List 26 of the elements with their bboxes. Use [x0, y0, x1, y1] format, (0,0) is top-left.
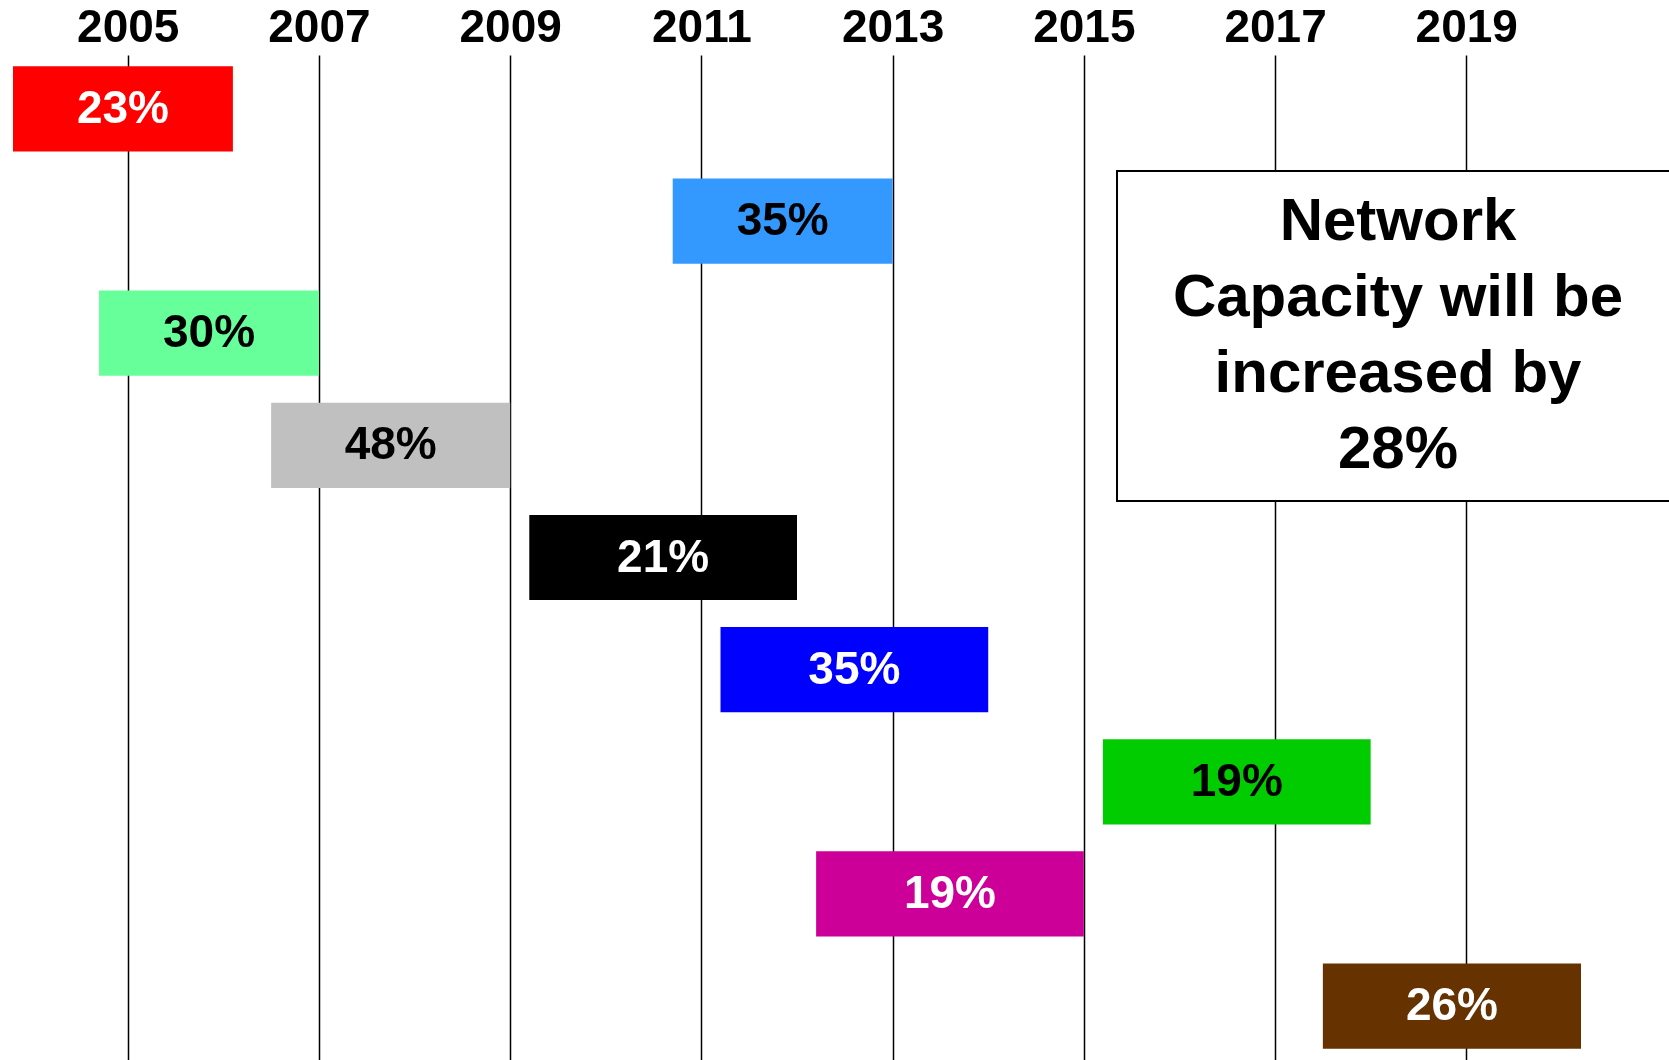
x-tick-label: 2015	[1033, 0, 1136, 52]
bar	[99, 290, 319, 376]
x-tick-label: 2005	[77, 0, 180, 52]
x-tick-label: 2011	[651, 0, 752, 52]
x-tick-label: 2017	[1224, 0, 1327, 52]
x-tick-label: 2009	[459, 0, 562, 52]
annotation: 23%	[76, 80, 169, 133]
bar	[816, 851, 1084, 937]
annotation: Network Capacity will be increased by 28%	[1172, 186, 1624, 481]
bar	[13, 66, 233, 152]
bar	[271, 402, 511, 488]
bar	[720, 627, 989, 713]
annotation: 19%	[1190, 753, 1283, 806]
annotation: 35%	[736, 193, 829, 245]
x-tick-label: 2007	[268, 0, 371, 52]
bar	[1102, 739, 1371, 825]
bar	[672, 178, 893, 264]
annotation: 48%	[344, 417, 437, 470]
annotation: 26%	[1405, 978, 1498, 1031]
annotation: 21%	[617, 529, 710, 582]
annotation: 30%	[162, 305, 256, 358]
bar	[1322, 963, 1581, 1049]
annotation: 19%	[903, 866, 997, 918]
x-tick-label: 2019	[1415, 0, 1518, 52]
x-tick-label: 2013	[841, 0, 945, 52]
annotation: 35%	[808, 641, 901, 694]
